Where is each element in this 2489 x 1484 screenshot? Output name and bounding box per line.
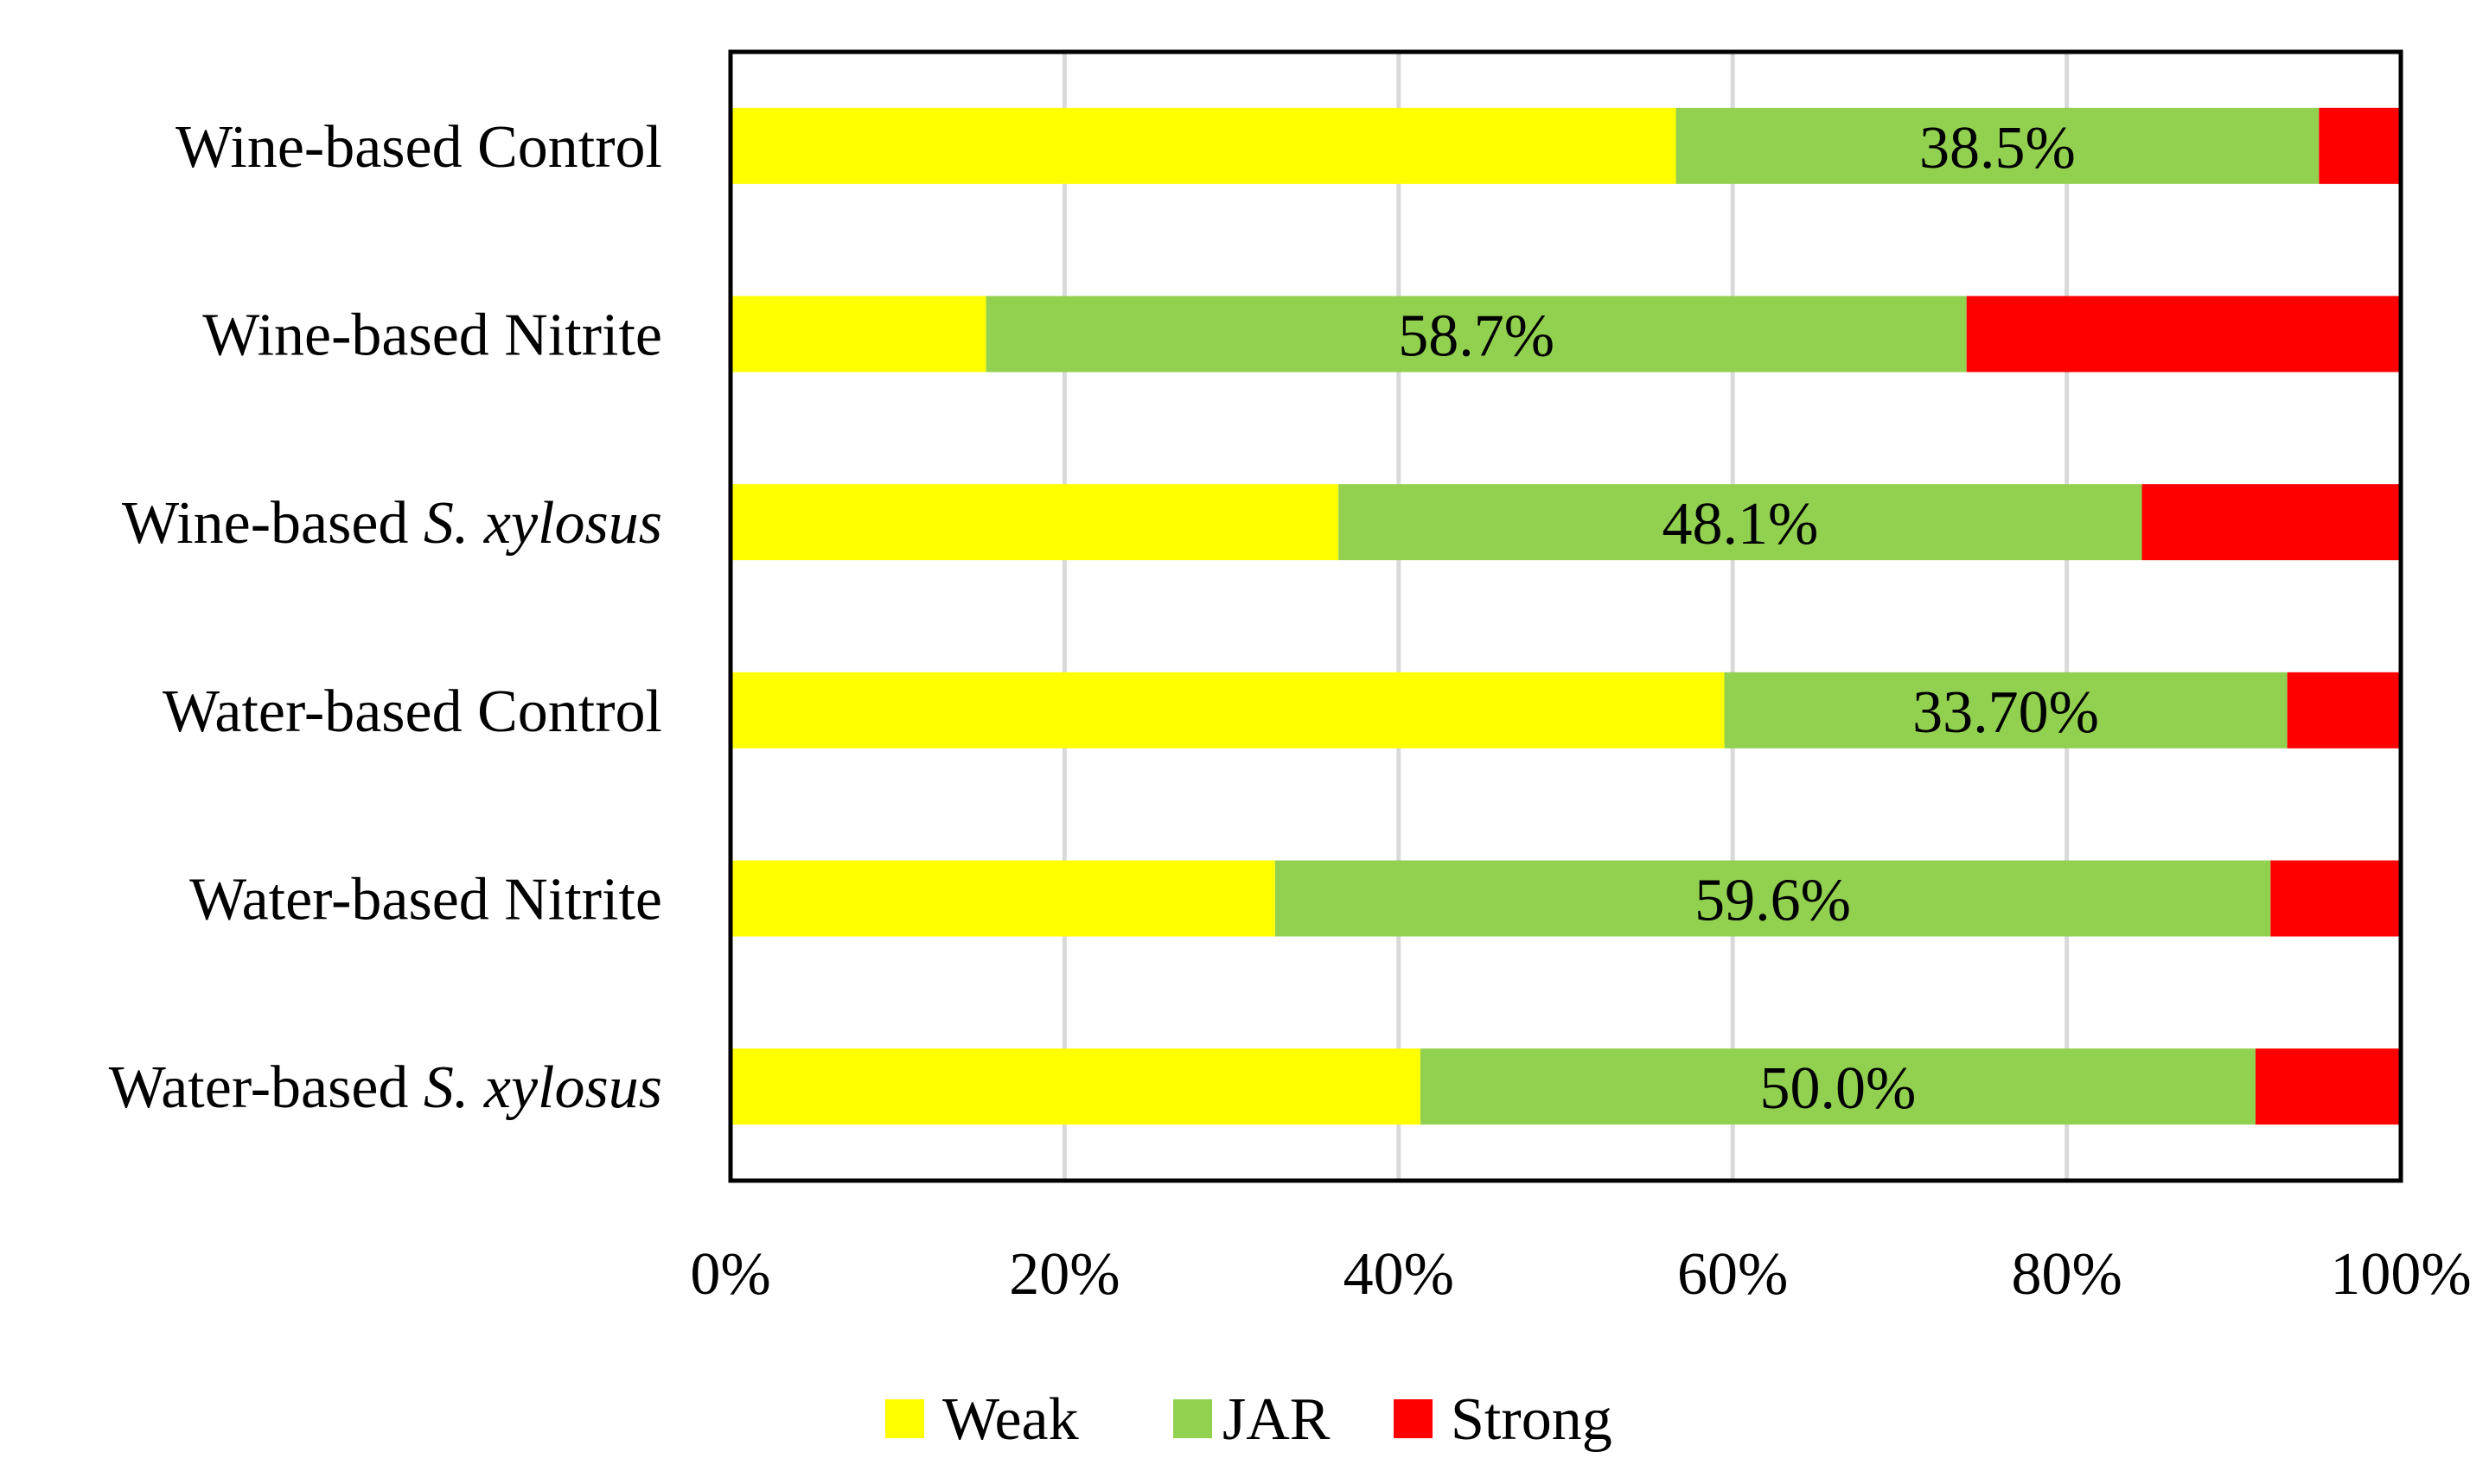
bar-weak-2 bbox=[731, 296, 986, 373]
bar-strong-5 bbox=[2270, 860, 2401, 937]
bar-jar-3 bbox=[1338, 484, 2142, 561]
x-tick-labels: 0% 20% 40% 60% 80% 100% bbox=[690, 1241, 2471, 1308]
bar-weak-3 bbox=[731, 484, 1339, 561]
category-label-species: S. xylosus bbox=[424, 1054, 662, 1121]
category-label-text: Water-based Control bbox=[163, 678, 662, 745]
category-label-text: Water-based Nitrite bbox=[189, 867, 662, 933]
data-label: 38.5% bbox=[1919, 115, 2076, 182]
category-label-species: S. xylosus bbox=[424, 490, 662, 557]
category-label: Water-based Control bbox=[163, 678, 662, 745]
category-label-text: Wine-based Control bbox=[176, 114, 662, 181]
bar-jar-1 bbox=[1675, 107, 2320, 184]
plot-area-border bbox=[728, 49, 2403, 1183]
data-label: 58.7% bbox=[1398, 303, 1554, 370]
legend-label-weak: Weak bbox=[942, 1386, 1079, 1453]
x-tick-label: 60% bbox=[1677, 1241, 1788, 1308]
category-label-text: Water-based bbox=[109, 1054, 424, 1121]
legend: Weak JAR Strong bbox=[885, 1386, 1612, 1453]
bar-jar-4 bbox=[1724, 672, 2288, 748]
bar-strong-1 bbox=[2319, 107, 2401, 184]
bars bbox=[731, 107, 2401, 1125]
bar-weak-1 bbox=[731, 107, 1676, 184]
data-label: 50.0% bbox=[1760, 1055, 1917, 1122]
data-labels: 38.5% 58.7% 48.1% 33.70% 59.6% 50.0% bbox=[1398, 115, 2099, 1122]
bar-jar-6 bbox=[1420, 1048, 2256, 1125]
category-label: Wine-based Nitrite bbox=[202, 303, 662, 369]
bar-jar-5 bbox=[1274, 860, 2271, 937]
bar-strong-2 bbox=[1966, 296, 2401, 373]
bar-jar-2 bbox=[986, 296, 1967, 373]
bar-weak-4 bbox=[731, 672, 1725, 748]
category-label: Water-based Nitrite bbox=[189, 867, 662, 933]
bar-weak-5 bbox=[731, 860, 1275, 937]
legend-swatch-jar bbox=[1173, 1399, 1212, 1438]
legend-swatch-weak bbox=[885, 1399, 924, 1438]
bar-strong-3 bbox=[2141, 484, 2401, 561]
x-tick-label: 0% bbox=[690, 1241, 770, 1308]
bar-strong-6 bbox=[2255, 1048, 2401, 1125]
category-label-text: Wine-based Nitrite bbox=[202, 303, 662, 369]
bar-strong-4 bbox=[2287, 672, 2401, 748]
x-tick-label: 40% bbox=[1343, 1241, 1454, 1308]
x-tick-label: 100% bbox=[2330, 1241, 2471, 1308]
category-labels: Wine-based Control Wine-based Nitrite Wine… bbox=[109, 114, 662, 1121]
x-tick-label: 80% bbox=[2011, 1241, 2122, 1308]
gridlines bbox=[1062, 52, 2070, 1181]
legend-label-jar: JAR bbox=[1222, 1386, 1331, 1453]
bar-weak-6 bbox=[731, 1048, 1420, 1125]
legend-label-strong: Strong bbox=[1451, 1386, 1612, 1453]
data-label: 48.1% bbox=[1662, 491, 1818, 557]
data-label: 33.70% bbox=[1912, 679, 2099, 746]
category-label: Wine-based S. xylosus bbox=[122, 490, 662, 557]
legend-swatch-strong bbox=[1394, 1399, 1433, 1438]
x-tick-label: 20% bbox=[1009, 1241, 1120, 1308]
category-label: Water-based S. xylosus bbox=[109, 1054, 662, 1121]
category-label-text: Wine-based bbox=[122, 490, 424, 557]
category-label: Wine-based Control bbox=[176, 114, 662, 181]
data-label: 59.6% bbox=[1694, 868, 1851, 934]
